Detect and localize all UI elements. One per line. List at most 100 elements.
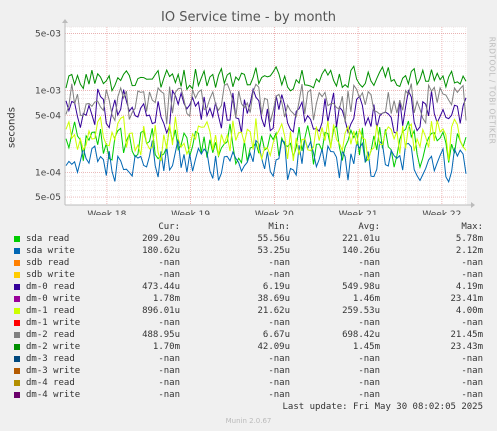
x-tick-label: Week 19 xyxy=(171,210,210,215)
legend-min: 55.56u xyxy=(257,234,290,244)
legend-max: 2.12m xyxy=(455,246,483,256)
legend-avg: 221.01u xyxy=(342,234,380,244)
x-axis-arrow-icon xyxy=(471,202,475,208)
legend-min: 53.25u xyxy=(257,246,290,256)
chart-title: IO Service time - by month xyxy=(161,10,336,25)
last-update: Last update: Fri May 30 08:02:05 2025 xyxy=(282,402,483,412)
legend-name: dm-0 write xyxy=(26,294,81,304)
legend-cur: -nan xyxy=(158,354,180,364)
legend-name: dm-1 write xyxy=(26,318,81,328)
legend-name: sda write xyxy=(26,246,75,256)
legend-max: -nan xyxy=(461,354,483,364)
legend-name: dm-1 read xyxy=(26,306,75,316)
legend-avg: -nan xyxy=(358,366,380,376)
legend-avg: 549.98u xyxy=(342,282,380,292)
legend-min: -nan xyxy=(268,354,290,364)
legend-header-avg: Avg: xyxy=(358,222,380,232)
series-line xyxy=(65,87,467,135)
legend-cur: 488.95u xyxy=(142,330,180,340)
legend-name: dm-2 write xyxy=(26,342,81,352)
legend-max: -nan xyxy=(461,318,483,328)
legend-swatch xyxy=(14,248,20,254)
legend-min: -nan xyxy=(268,366,290,376)
legend-swatch xyxy=(14,356,20,362)
legend-avg: -nan xyxy=(358,318,380,328)
legend-header: Cur: Min: Avg: Max: xyxy=(0,222,497,234)
legend-name: dm-4 read xyxy=(26,378,75,388)
legend-swatch xyxy=(14,332,20,338)
legend-swatch xyxy=(14,308,20,314)
legend-avg: -nan xyxy=(358,390,380,400)
legend-avg: 1.46m xyxy=(352,294,380,304)
series-line xyxy=(65,115,467,162)
legend-cur: 1.78m xyxy=(152,294,180,304)
legend-name: dm-4 write xyxy=(26,390,81,400)
legend-min: 6.67u xyxy=(262,330,290,340)
legend-row: sdb write -nan -nan -nan -nan xyxy=(0,270,497,282)
legend-swatch xyxy=(14,260,20,266)
y-tick-label: 1e-03 xyxy=(35,87,61,97)
legend-header-min: Min: xyxy=(268,222,290,232)
legend-swatch xyxy=(14,236,20,242)
legend-swatch xyxy=(14,320,20,326)
legend-min: -nan xyxy=(268,390,290,400)
legend-cur: 896.01u xyxy=(142,306,180,316)
legend-name: sda read xyxy=(26,234,70,244)
legend-swatch xyxy=(14,284,20,290)
legend-cur: 180.62u xyxy=(142,246,180,256)
x-tick-label: Week 18 xyxy=(87,210,126,215)
legend-avg: 1.45m xyxy=(352,342,380,352)
legend-cur: -nan xyxy=(158,258,180,268)
legend-name: sdb read xyxy=(26,258,70,268)
legend-row: dm-1 write -nan -nan -nan -nan xyxy=(0,318,497,330)
legend-swatch xyxy=(14,344,20,350)
legend-max: -nan xyxy=(461,258,483,268)
legend-min: -nan xyxy=(268,258,290,268)
legend-cur: -nan xyxy=(158,318,180,328)
legend-min: 21.62u xyxy=(257,306,290,316)
legend-cur: 209.20u xyxy=(142,234,180,244)
legend-min: 38.69u xyxy=(257,294,290,304)
legend-row: dm-0 read 473.44u 6.19u 549.98u 4.19m xyxy=(0,282,497,294)
legend-name: dm-3 read xyxy=(26,354,75,364)
y-tick-label: 5e-05 xyxy=(35,193,61,203)
munin-version: Munin 2.0.67 xyxy=(225,417,272,425)
y-tick-label: 1e-04 xyxy=(35,168,61,178)
legend-avg: -nan xyxy=(358,270,380,280)
legend-header-max: Max: xyxy=(461,222,483,232)
legend-min: 42.09u xyxy=(257,342,290,352)
legend-min: -nan xyxy=(268,318,290,328)
legend-cur: -nan xyxy=(158,366,180,376)
legend-max: 23.41m xyxy=(450,294,483,304)
legend-swatch xyxy=(14,380,20,386)
legend-max: 5.78m xyxy=(455,234,483,244)
legend-avg: 259.53u xyxy=(342,306,380,316)
legend-row: dm-2 read 488.95u 6.67u 698.42u 21.45m xyxy=(0,330,497,342)
legend-max: -nan xyxy=(461,390,483,400)
legend-row: dm-4 write -nan -nan -nan -nan xyxy=(0,390,497,402)
legend-cur: 473.44u xyxy=(142,282,180,292)
y-axis-arrow-icon xyxy=(62,19,68,23)
legend-max: -nan xyxy=(461,378,483,388)
legend-row: sda read 209.20u 55.56u 221.01u 5.78m xyxy=(0,234,497,246)
legend-row: dm-3 read -nan -nan -nan -nan xyxy=(0,354,497,366)
legend-name: dm-0 read xyxy=(26,282,75,292)
x-tick-label: Week 21 xyxy=(339,210,378,215)
legend-name: dm-2 read xyxy=(26,330,75,340)
legend-row: sda write 180.62u 53.25u 140.26u 2.12m xyxy=(0,246,497,258)
legend-row: dm-0 write 1.78m 38.69u 1.46m 23.41m xyxy=(0,294,497,306)
series-line xyxy=(65,120,467,170)
legend-min: 6.19u xyxy=(262,282,290,292)
legend-avg: 698.42u xyxy=(342,330,380,340)
y-tick-label: 5e-03 xyxy=(35,29,61,39)
legend-swatch xyxy=(14,296,20,302)
y-tick-label: 5e-04 xyxy=(35,111,61,121)
legend-cur: -nan xyxy=(158,270,180,280)
series-line xyxy=(65,82,467,125)
legend-row: sdb read -nan -nan -nan -nan xyxy=(0,258,497,270)
chart-plot: 5e-05 1e-04 5e-04 1e-03 5e-03 Week 18 Week 19 W… xyxy=(35,19,475,215)
legend-swatch xyxy=(14,368,20,374)
legend-swatch xyxy=(14,392,20,398)
legend-row: dm-2 write 1.70m 42.09u 1.45m 23.43m xyxy=(0,342,497,354)
legend-row: dm-4 read -nan -nan -nan -nan xyxy=(0,378,497,390)
